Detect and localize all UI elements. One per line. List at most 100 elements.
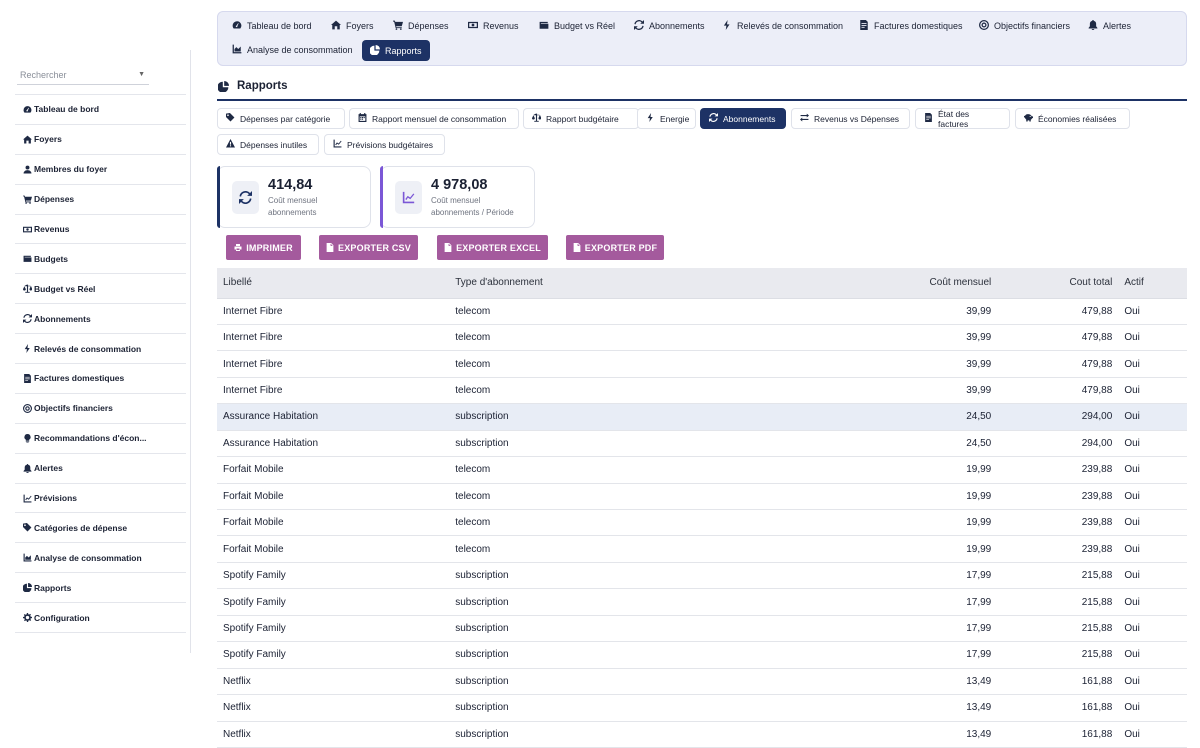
money-icon	[20, 225, 34, 234]
topnav-item-budget-vs-reel[interactable]: Budget vs Réel	[533, 16, 621, 36]
sidebar-item-rapports[interactable]: Rapports	[15, 573, 186, 604]
sidebar-item-label: Membres du foyer	[34, 164, 108, 175]
report-tab-energie[interactable]: Energie	[637, 108, 696, 129]
report-tab-previsions-budgetaires[interactable]: Prévisions budgétaires	[324, 134, 445, 155]
sidebar-item-abonnements[interactable]: Abonnements	[15, 304, 186, 335]
col-header-monthly-cost[interactable]: Coût mensuel	[689, 268, 998, 299]
sidebar-item-objectifs-financiers[interactable]: Objectifs financiers	[15, 394, 186, 424]
sidebar-item-releves-de-consommation[interactable]: Relevés de consommation	[15, 334, 186, 365]
cell-type: telecom	[449, 377, 690, 405]
bolt-icon	[646, 113, 660, 124]
cell-label: Assurance Habitation	[217, 403, 450, 431]
table-row[interactable]: Forfait Mobile telecom 19,99 239,88 Oui	[217, 456, 1187, 484]
cell-total-cost: 215,88	[997, 615, 1119, 643]
sidebar-item-factures-domestiques[interactable]: Factures domestiques	[15, 364, 186, 394]
report-tab-etat-des-factures[interactable]: État des factures	[915, 108, 1010, 129]
table-row[interactable]: Internet Fibre telecom 39,99 479,88 Oui	[217, 350, 1187, 378]
report-tab-abonnements[interactable]: Abonnements	[700, 108, 786, 129]
invoice-icon	[859, 20, 874, 32]
page-title-text: Rapports	[237, 80, 288, 92]
subscriptions-table: Libellé Type d'abonnement Coût mensuel C…	[217, 268, 1187, 748]
table-row[interactable]: Internet Fibre telecom 39,99 479,88 Oui	[217, 324, 1187, 352]
table-row[interactable]: Forfait Mobile telecom 19,99 239,88 Oui	[217, 535, 1187, 563]
report-tab-depenses-par-categorie[interactable]: Dépenses par catégorie	[217, 108, 345, 129]
print-button[interactable]: IMPRIMER	[226, 235, 301, 260]
export-pdf-button[interactable]: EXPORTER PDF	[566, 235, 664, 260]
topnav-item-abonnements[interactable]: Abonnements	[628, 16, 711, 36]
table-row[interactable]: Spotify Family subscription 17,99 215,88 Oui	[217, 562, 1187, 590]
table-row[interactable]: Internet Fibre telecom 39,99 479,88 Oui	[217, 377, 1187, 405]
sidebar-item-configuration[interactable]: Configuration	[15, 603, 186, 634]
sidebar-item-membres-du-foyer[interactable]: Membres du foyer	[15, 155, 186, 185]
topnav-item-label: Factures domestiques	[874, 21, 963, 31]
report-tab-economies-realisees[interactable]: Économies réalisées	[1015, 108, 1130, 129]
topnav-item-depenses[interactable]: Dépenses	[387, 16, 455, 36]
table-row[interactable]: Internet Fibre telecom 39,99 479,88 Oui	[217, 298, 1187, 325]
cell-type: subscription	[449, 403, 690, 431]
cell-monthly-cost: 19,99	[689, 483, 998, 511]
topnav-item-label: Alertes	[1103, 21, 1132, 31]
printer-icon	[234, 244, 242, 251]
topnav-item-factures-domestiques[interactable]: Factures domestiques	[853, 16, 969, 36]
table-row[interactable]: Assurance Habitation subscription 24,50 294…	[217, 403, 1187, 431]
export-csv-button[interactable]: EXPORTER CSV	[319, 235, 418, 260]
topnav-item-tableau-de-bord[interactable]: Tableau de bord	[226, 16, 318, 36]
sidebar-item-previsions[interactable]: Prévisions	[15, 484, 186, 514]
cell-total-cost: 479,88	[997, 324, 1119, 352]
topnav-item-objectifs-financiers[interactable]: Objectifs financiers	[973, 16, 1076, 36]
cart-icon	[393, 20, 408, 32]
table-row[interactable]: Spotify Family subscription 17,99 215,88 Oui	[217, 615, 1187, 643]
sidebar-item-analyse-de-consommation[interactable]: Analyse de consommation	[15, 543, 186, 574]
sidebar-item-label: Abonnements	[34, 313, 91, 324]
sidebar-item-alertes[interactable]: Alertes	[15, 454, 186, 484]
table-row[interactable]: Netflix subscription 13,49 161,88 Oui	[217, 694, 1187, 722]
topnav-item-revenus[interactable]: Revenus	[462, 16, 525, 36]
money-icon	[468, 20, 483, 32]
sidebar-item-budget-vs-reel[interactable]: Budget vs Réel	[15, 274, 186, 305]
chevron-down-icon[interactable]: ▼	[138, 71, 145, 78]
topnav-item-foyers[interactable]: Foyers	[325, 16, 380, 36]
report-tab-label: Revenus vs Dépenses	[814, 113, 900, 124]
topnav-item-analyse-de-consommation[interactable]: Analyse de consommation	[226, 40, 359, 60]
cell-total-cost: 239,88	[997, 456, 1119, 484]
cell-active: Oui	[1118, 641, 1187, 669]
table-row[interactable]: Forfait Mobile telecom 19,99 239,88 Oui	[217, 509, 1187, 537]
table-row[interactable]: Netflix subscription 13,49 161,88 Oui	[217, 721, 1187, 748]
top-navigation: Tableau de bord Foyers Dépenses Revenus Budg…	[217, 11, 1187, 66]
sidebar-item-budgets[interactable]: Budgets	[15, 244, 186, 275]
topnav-item-rapports[interactable]: Rapports	[362, 40, 430, 61]
table-row[interactable]: Spotify Family subscription 17,99 215,88 Oui	[217, 588, 1187, 616]
sidebar-item-label: Alertes	[34, 463, 63, 474]
cell-label: Forfait Mobile	[217, 535, 450, 563]
sidebar-item-label: Budgets	[34, 253, 68, 264]
table-row[interactable]: Spotify Family subscription 17,99 215,88 Oui	[217, 641, 1187, 669]
sidebar-item-categories-de-depense[interactable]: Catégories de dépense	[15, 513, 186, 544]
col-header-type[interactable]: Type d'abonnement	[449, 268, 690, 299]
table-row[interactable]: Assurance Habitation subscription 24,50 294…	[217, 430, 1187, 458]
col-header-total-cost[interactable]: Cout total	[997, 268, 1119, 299]
report-tab-rapport-budgetaire[interactable]: Rapport budgétaire	[523, 108, 639, 129]
search-input[interactable]: Rechercher ▼	[17, 66, 149, 85]
report-tab-depenses-inutiles[interactable]: Dépenses inutiles	[217, 134, 319, 155]
sidebar-item-recommandations-d-econ[interactable]: Recommandations d'écon...	[15, 424, 186, 454]
table-row[interactable]: Forfait Mobile telecom 19,99 239,88 Oui	[217, 483, 1187, 511]
col-header-active[interactable]: Actif	[1118, 268, 1187, 299]
sync-icon	[634, 20, 649, 32]
report-tab-revenus-vs-depenses[interactable]: Revenus vs Dépenses	[791, 108, 910, 129]
sidebar-item-tableau-de-bord[interactable]: Tableau de bord	[15, 95, 186, 125]
col-header-label[interactable]: Libellé	[217, 268, 450, 299]
cell-monthly-cost: 13,49	[689, 668, 998, 696]
sidebar-item-foyers[interactable]: Foyers	[15, 125, 186, 155]
cell-label: Internet Fibre	[217, 298, 450, 325]
export-excel-button[interactable]: EXPORTER EXCEL	[437, 235, 548, 260]
table-row[interactable]: Netflix subscription 13,49 161,88 Oui	[217, 668, 1187, 696]
topnav-item-releves-de-consommation[interactable]: Relevés de consommation	[716, 16, 849, 36]
report-tab-rapport-mensuel-de-consommation[interactable]: Rapport mensuel de consommation	[349, 108, 519, 129]
cell-label: Spotify Family	[217, 562, 450, 590]
cell-monthly-cost: 19,99	[689, 535, 998, 563]
sidebar-item-revenus[interactable]: Revenus	[15, 215, 186, 245]
sidebar-item-label: Rapports	[34, 582, 72, 593]
bolt-icon	[20, 344, 34, 354]
sidebar-item-depenses[interactable]: Dépenses	[15, 185, 186, 215]
topnav-item-alertes[interactable]: Alertes	[1082, 16, 1137, 36]
